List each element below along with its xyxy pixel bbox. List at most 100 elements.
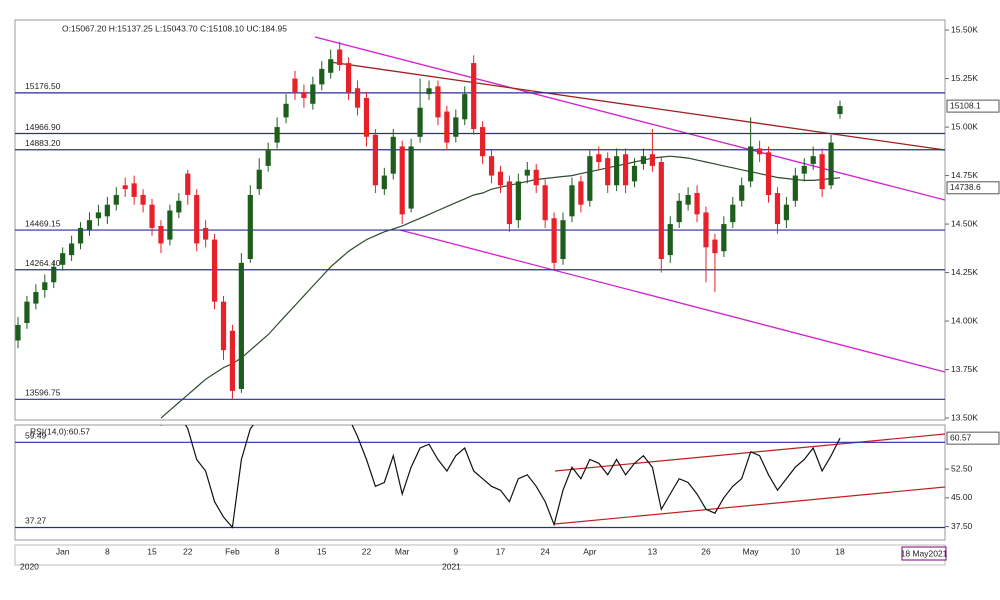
candle-body (765, 152, 772, 195)
x-tick-label: 8 (275, 546, 280, 556)
candle-body (506, 181, 513, 225)
candle-body (247, 194, 253, 259)
rsi-panel (14, 424, 946, 541)
x-tick-label: 8 (105, 546, 110, 556)
candle-body (149, 204, 155, 228)
candle-body (390, 136, 396, 174)
candle-body (229, 330, 236, 391)
rsi-line-group (160, 425, 841, 529)
rsi-label: RSI(14,0):60.57 (30, 426, 90, 436)
trendline (399, 229, 945, 373)
candle-body (60, 253, 66, 265)
candle-body (33, 291, 39, 304)
candle-body (274, 127, 280, 143)
candle-body (649, 154, 655, 166)
candle-body (480, 127, 486, 157)
price-panel (14, 19, 946, 421)
candles (15, 41, 843, 399)
candle-body (158, 226, 164, 244)
y-tick-label: 14.75K (951, 170, 978, 180)
x-tick-label: Mar (395, 546, 410, 556)
candle-body (730, 204, 736, 223)
candle-body (524, 169, 530, 176)
candle-body (104, 204, 110, 217)
candle-body (542, 185, 548, 221)
date-box-label: 18 May2021 (901, 548, 948, 558)
candle-body (176, 200, 182, 213)
candle-body (399, 146, 405, 215)
candle-body (265, 150, 271, 166)
candle-body (220, 301, 227, 351)
candle-body (721, 224, 727, 252)
candle-body (69, 243, 75, 256)
candle-body (792, 175, 798, 201)
candle-body (748, 146, 754, 182)
x-tick-label: Jan (56, 546, 70, 556)
candle-body (605, 158, 611, 186)
candle-body (497, 171, 504, 186)
rsi-tick-label: 37.50 (951, 521, 973, 531)
candle-body (238, 262, 244, 389)
level-label: 14883.20 (25, 138, 61, 148)
candle-body (310, 84, 316, 104)
candle-body (444, 111, 450, 143)
date-box (901, 546, 947, 561)
x-tick-label: Apr (583, 546, 596, 556)
level-label: 14264.40 (25, 258, 61, 268)
candle-body (167, 210, 173, 240)
rsi-level-label: 37.27 (25, 516, 47, 526)
candle-body (95, 212, 102, 219)
candle-body (471, 63, 477, 130)
candle-body (676, 200, 682, 223)
y-tick-label: 15.50K (951, 24, 978, 34)
level-label: 15176.50 (25, 81, 61, 91)
candle-body (24, 301, 30, 324)
y-tick-label: 14.25K (951, 267, 978, 277)
x-tick-label: 15 (317, 546, 327, 556)
x-tick-label: 22 (183, 546, 193, 556)
candle-body (194, 194, 200, 244)
last-rsi: 60.57 (950, 432, 972, 442)
candle-body (131, 183, 137, 197)
candle-body (426, 88, 432, 95)
candle-body (685, 194, 691, 205)
candle-body (578, 181, 584, 205)
candle-body (622, 154, 629, 186)
candle-body (756, 148, 763, 155)
candle-body (417, 107, 423, 137)
x-tick-label: 13 (648, 546, 658, 556)
candle-body (515, 181, 521, 221)
candle-body (113, 194, 119, 205)
level-label: 13596.75 (25, 388, 61, 398)
candle-body (694, 193, 700, 215)
y-tick-label: 15.25K (951, 73, 978, 83)
candle-body (658, 161, 664, 259)
candle-body (203, 227, 209, 240)
x-tick-label: 15 (147, 546, 157, 556)
rsi-line (160, 425, 841, 529)
candle-body (363, 97, 370, 137)
candle-body (381, 175, 387, 190)
x-tick-label: 17 (496, 546, 506, 556)
candle-body (587, 156, 593, 201)
y-tick-label: 13.50K (951, 412, 978, 422)
candle-body (783, 204, 789, 221)
candle-body (533, 169, 539, 186)
last-price-box (946, 99, 1000, 113)
last-ma-box (946, 181, 1000, 195)
candle-body (828, 142, 834, 186)
candle-body (211, 239, 218, 302)
x-tick-label: 18 (835, 546, 845, 556)
rsi-level-label: 59.49 (25, 431, 47, 441)
candle-body (283, 103, 289, 118)
candle-body (328, 59, 334, 73)
candle-body (596, 154, 602, 162)
x-tick-label: 9 (453, 546, 458, 556)
candle-body (488, 156, 495, 176)
candle-body (614, 156, 620, 186)
level-label: 14966.90 (25, 122, 61, 132)
trendlines (314, 36, 945, 373)
candle-body (86, 220, 93, 230)
candle-body (819, 154, 825, 190)
